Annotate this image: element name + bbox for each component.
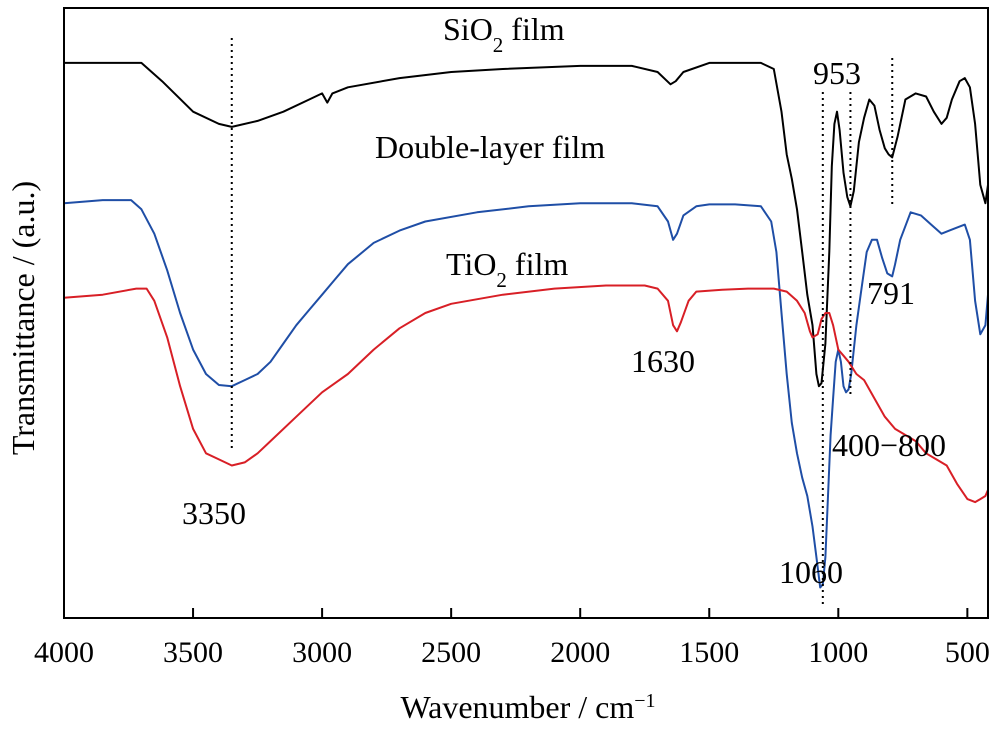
x-tick-label-2000: 2000 <box>550 636 610 669</box>
guide-lines <box>230 38 894 604</box>
chart-text: SiO2 film Double-layer film TiO2 film 33… <box>5 11 946 725</box>
x-tick-label-3000: 3000 <box>292 636 352 669</box>
series-line-double <box>63 199 989 589</box>
annotation-1060: 1060 <box>779 554 843 590</box>
annotation-1630: 1630 <box>631 343 695 379</box>
series-label-tio2: TiO2 film <box>446 246 568 292</box>
annotation-791: 791 <box>867 275 915 311</box>
x-tick-label-2500: 2500 <box>421 636 481 669</box>
series-group <box>63 61 989 589</box>
series-line-tio2 <box>63 284 989 504</box>
series-label-sio2: SiO2 film <box>443 11 565 57</box>
series-line-sio2 <box>64 61 989 388</box>
annotation-400-800: 400−800 <box>832 427 946 463</box>
series-label-double-layer: Double-layer film <box>375 129 605 165</box>
y-axis-title: Transmittance / (a.u.) <box>5 181 41 455</box>
plot-frame <box>63 7 989 619</box>
x-tick-label-4000: 4000 <box>34 636 94 669</box>
x-tick-label-500: 500 <box>945 636 990 669</box>
annotation-953: 953 <box>813 55 861 91</box>
x-axis-ticks: 4000 3500 3000 2500 2000 1500 1000 500 <box>34 608 990 669</box>
x-tick-label-3500: 3500 <box>163 636 223 669</box>
x-tick-label-1000: 1000 <box>808 636 868 669</box>
x-tick-label-1500: 1500 <box>679 636 739 669</box>
x-axis-title: Wavenumber / cm−1 <box>400 689 655 725</box>
annotation-3350: 3350 <box>182 495 246 531</box>
